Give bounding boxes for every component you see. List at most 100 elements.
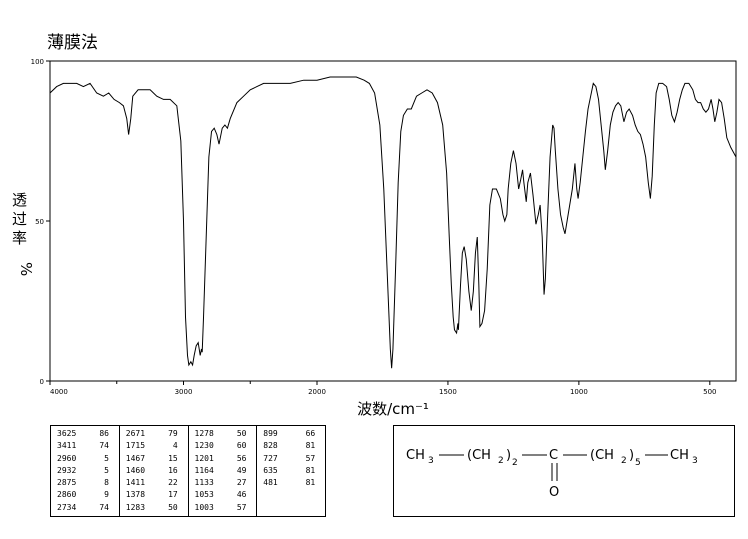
methylene-group-1: (CH [467,448,491,463]
peak-wavenumber: 1411 [125,478,146,488]
ir-spectrum-chart: 4000 3000 2000 1500 1000 500 0 50 100 波数/cm⁻¹ 透… [12,58,737,418]
x-axis-ticks: 4000 3000 2000 1500 1000 500 [49,381,717,396]
ch3-left-subscript: 3 [428,456,434,466]
peak-table-row: 635 81 [263,465,325,477]
peak-wavenumber: 481 [263,478,278,488]
y-axis-label-char: 透 [12,191,27,209]
peak-transmittance: 9 [104,490,109,500]
peak-table-row: 1715 4 [126,440,188,452]
repeat-count-1: 2 [512,458,518,468]
peak-wavenumber: 1201 [194,453,214,463]
peak-table-row: 1460 16 [126,465,188,477]
peak-transmittance: 79 [168,429,178,438]
x-tick-label: 3000 [175,388,193,396]
methylene-group-1-close: ) [506,448,511,463]
peak-transmittance: 81 [305,478,316,488]
peak-wavenumber: 1053 [194,490,214,500]
peak-transmittance: 50 [168,502,178,512]
carbonyl-oxygen: O [549,485,559,500]
peak-wavenumber: 727 [263,453,278,463]
chart-title: 薄膜法 [47,33,98,53]
peak-transmittance: 46 [236,490,247,500]
peak-transmittance: 56 [236,453,247,463]
ch3-right: CH [670,448,689,463]
x-tick-label: 1500 [439,388,457,396]
peak-table-row: 899 66 [263,428,325,440]
peak-transmittance: 86 [99,429,109,438]
peak-wavenumber: 2875 [57,478,77,488]
peak-table-row: 1201 56 [195,453,257,465]
peak-table-row: 2734 74 [57,502,119,514]
spectrum-line [49,76,737,369]
structure-formula-drawing: CH 3 (CH 2 ) 2 C O (CH 2 ) 5 CH 3 [406,448,698,500]
peak-table-row: 1283 50 [126,502,188,514]
peak-transmittance: 66 [305,429,316,438]
peak-wavenumber: 899 [263,429,278,438]
y-axis-label-char: 过 [12,210,27,228]
peak-wavenumber: 1283 [125,502,146,512]
peak-table-column: 3625 86 3411 74 2960 5 2932 5 2875 8 2860 9 2734 74 [51,426,120,516]
x-tick-label: 1000 [570,388,588,396]
peak-wavenumber: 1467 [125,453,146,463]
y-axis-ticks: 0 50 100 [31,58,50,386]
peak-table-row: 1053 46 [195,489,257,501]
peak-table-row: 3411 74 [57,440,119,452]
repeat-count-2: 5 [635,458,641,468]
peak-wavenumber: 635 [263,465,278,475]
peak-table-row: 1411 22 [126,477,188,489]
y-axis-label: 透 过 率 % [12,191,35,276]
peak-table: 3625 86 3411 74 2960 5 2932 5 2875 8 2860 9 2734 74 26… [50,425,326,517]
ch3-right-subscript: 3 [692,456,698,466]
y-axis-label-char: 率 [12,229,27,247]
methylene-2-subscript: 2 [621,456,627,466]
x-tick-label: 2000 [308,388,326,396]
ch3-left: CH [406,448,425,463]
x-axis-label: 波数/cm⁻¹ [357,400,429,418]
peak-transmittance: 57 [305,453,316,463]
y-tick-label: 50 [35,218,44,226]
peak-table-column: 2671 79 1715 4 1467 15 1460 16 1411 22 1378 17 1283 5… [120,426,189,516]
peak-wavenumber: 1133 [194,478,214,488]
methylene-group-2: (CH [590,448,614,463]
peak-transmittance: 8 [104,478,109,488]
peak-wavenumber: 1378 [125,490,146,500]
methylene-group-2-close: ) [629,448,634,463]
peak-table-row: 2860 9 [57,489,119,501]
peak-table-row: 481 81 [263,477,325,489]
peak-wavenumber: 828 [263,441,278,451]
peak-transmittance: 15 [168,453,178,463]
peak-table-row: 1164 49 [195,465,257,477]
peak-transmittance: 57 [236,502,247,512]
peak-transmittance: 27 [236,478,247,488]
peak-transmittance: 16 [168,465,178,475]
peak-transmittance: 74 [99,502,109,512]
peak-table-column: 899 66 828 81 727 57 635 81 481 81 [257,426,325,516]
peak-transmittance: 81 [305,441,316,451]
peak-table-row: 1133 27 [195,477,257,489]
peak-wavenumber: 2671 [125,429,146,438]
peak-transmittance: 5 [104,453,109,463]
peak-transmittance: 49 [236,465,247,475]
y-tick-label: 0 [40,378,44,386]
peak-table-row: 1467 15 [126,453,188,465]
peak-table-row: 2671 79 [126,428,188,440]
peak-table-row: 1278 50 [195,428,257,440]
peak-table-row: 2875 8 [57,477,119,489]
peak-wavenumber: 1230 [194,441,214,451]
peak-table-row: 727 57 [263,453,325,465]
peak-wavenumber: 1003 [194,502,214,512]
peak-wavenumber: 2734 [57,502,77,512]
carbonyl-carbon: C [549,448,558,463]
peak-wavenumber: 2960 [57,453,77,463]
structure-formula: CH 3 (CH 2 ) 2 C O (CH 2 ) 5 CH 3 [393,425,735,517]
peak-table-row: 1003 57 [195,502,257,514]
peak-wavenumber: 1278 [194,429,214,438]
peak-wavenumber: 1460 [125,465,146,475]
methylene-1-subscript: 2 [498,456,504,466]
peak-wavenumber: 1164 [194,465,214,475]
x-tick-label: 500 [703,388,716,396]
peak-transmittance: 81 [305,465,316,475]
peak-table-row: 2932 5 [57,465,119,477]
peak-table-row: 2960 5 [57,453,119,465]
x-tick-label: 4000 [50,388,68,396]
